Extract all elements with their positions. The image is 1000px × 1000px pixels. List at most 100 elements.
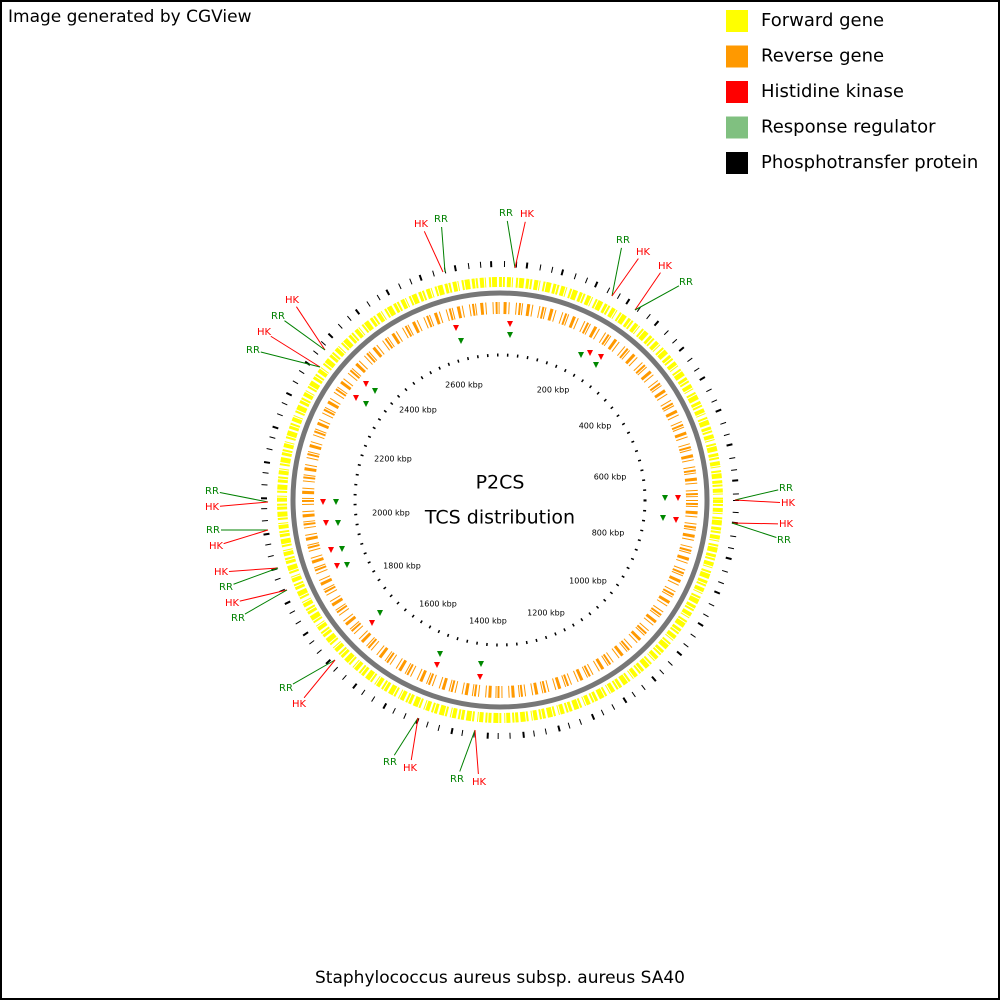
arrow-marker (507, 332, 513, 338)
label-line (474, 729, 479, 775)
legend-label: Response regulator (761, 117, 936, 138)
arrow-marker (333, 499, 339, 505)
feature-label: RR (205, 486, 219, 497)
arrow-marker (323, 520, 329, 526)
center-line2: TCS distribution (424, 507, 575, 529)
label-line (223, 529, 269, 545)
scale-label: 600 kbp (594, 473, 627, 482)
arrow-marker (598, 354, 604, 360)
feature-label: HK (472, 777, 487, 788)
label-line (292, 659, 336, 685)
feature-label: RR (279, 683, 293, 694)
forward-genes (277, 277, 723, 723)
arrow-marker (458, 338, 464, 344)
legend-swatch (726, 45, 748, 68)
arrow-marker (372, 388, 378, 394)
legend-label: Histidine kinase (761, 81, 904, 102)
arrow-marker (673, 517, 679, 523)
arrow-marker (507, 321, 513, 327)
feature-label: HK (520, 209, 535, 220)
scale-label: 1600 kbp (419, 600, 457, 609)
feature-label: RR (779, 483, 793, 494)
scale-label: 1400 kbp (469, 617, 507, 626)
arrow-marker (334, 563, 340, 569)
label-line (634, 285, 680, 311)
arrow-marker (587, 350, 593, 356)
feature-label: RR (231, 613, 245, 624)
feature-label: HK (292, 699, 307, 710)
arrow-marker (363, 381, 369, 387)
arrow-marker (453, 325, 459, 331)
label-line (441, 226, 446, 273)
arrow-marker (675, 495, 681, 501)
arrow-marker (434, 662, 440, 668)
scale-label: 1800 kbp (383, 562, 421, 571)
legend-swatch (726, 81, 748, 103)
feature-label: RR (450, 774, 464, 785)
scale-label: 2000 kbp (372, 509, 410, 518)
label-line (734, 489, 779, 501)
arrow-marker (353, 395, 359, 401)
scale-label: 2200 kbp (374, 455, 412, 464)
label-line (731, 522, 779, 525)
feature-label: RR (271, 311, 285, 322)
feature-label: HK (636, 247, 651, 258)
feature-label: HK (781, 498, 796, 509)
scale-label: 800 kbp (592, 529, 625, 538)
feature-label: RR (219, 582, 233, 593)
arrow-marker (437, 651, 443, 657)
label-line (303, 659, 336, 699)
backbone (290, 290, 710, 710)
feature-label: HK (205, 502, 220, 513)
label-line (228, 567, 279, 572)
label-line (260, 351, 321, 368)
arrow-marker (328, 547, 334, 553)
legend-label: Reverse gene (761, 46, 884, 67)
label-line (423, 231, 444, 273)
arrow-marker (369, 620, 375, 626)
arrow-marker (578, 352, 584, 358)
scale-label: 1000 kbp (569, 577, 607, 586)
label-line (506, 220, 516, 269)
legend-swatch (726, 152, 748, 174)
feature-label: HK (403, 763, 418, 774)
scale-label: 2600 kbp (445, 381, 483, 390)
legend-swatch (726, 10, 748, 32)
arrow-marker (477, 674, 483, 680)
label-line (239, 589, 288, 602)
label-line (611, 258, 639, 297)
arrow-marker (335, 520, 341, 526)
scale-label: 1200 kbp (527, 609, 565, 618)
feature-label: RR (777, 535, 791, 546)
reverse-genes (302, 302, 698, 698)
label-line (514, 221, 526, 269)
label-line (244, 589, 288, 615)
arrow-marker (320, 499, 326, 505)
arrow-marker (660, 515, 666, 521)
label-line (611, 247, 622, 297)
header-title: Image generated by CGView (8, 7, 252, 27)
scale-ticks (353, 353, 647, 647)
label-line (459, 729, 476, 772)
label-line (270, 335, 321, 368)
arrow-marker (662, 495, 668, 501)
legend-label: Forward gene (761, 10, 884, 31)
feature-label: HK (658, 261, 673, 272)
feature-label: RR (679, 277, 693, 288)
feature-label: RR (434, 214, 448, 225)
feature-label: HK (209, 541, 224, 552)
feature-label: RR (246, 345, 260, 356)
legend-label: Phosphotransfer protein (761, 152, 978, 173)
feature-label: HK (225, 598, 240, 609)
scale-label: 200 kbp (537, 386, 570, 395)
arrow-marker (593, 362, 599, 368)
label-line (634, 272, 661, 311)
label-line (284, 320, 326, 351)
center-line1: P2CS (476, 472, 525, 494)
feature-label: HK (214, 567, 229, 578)
label-line (219, 501, 269, 507)
label-line (410, 717, 419, 761)
feature-label: HK (414, 219, 429, 230)
